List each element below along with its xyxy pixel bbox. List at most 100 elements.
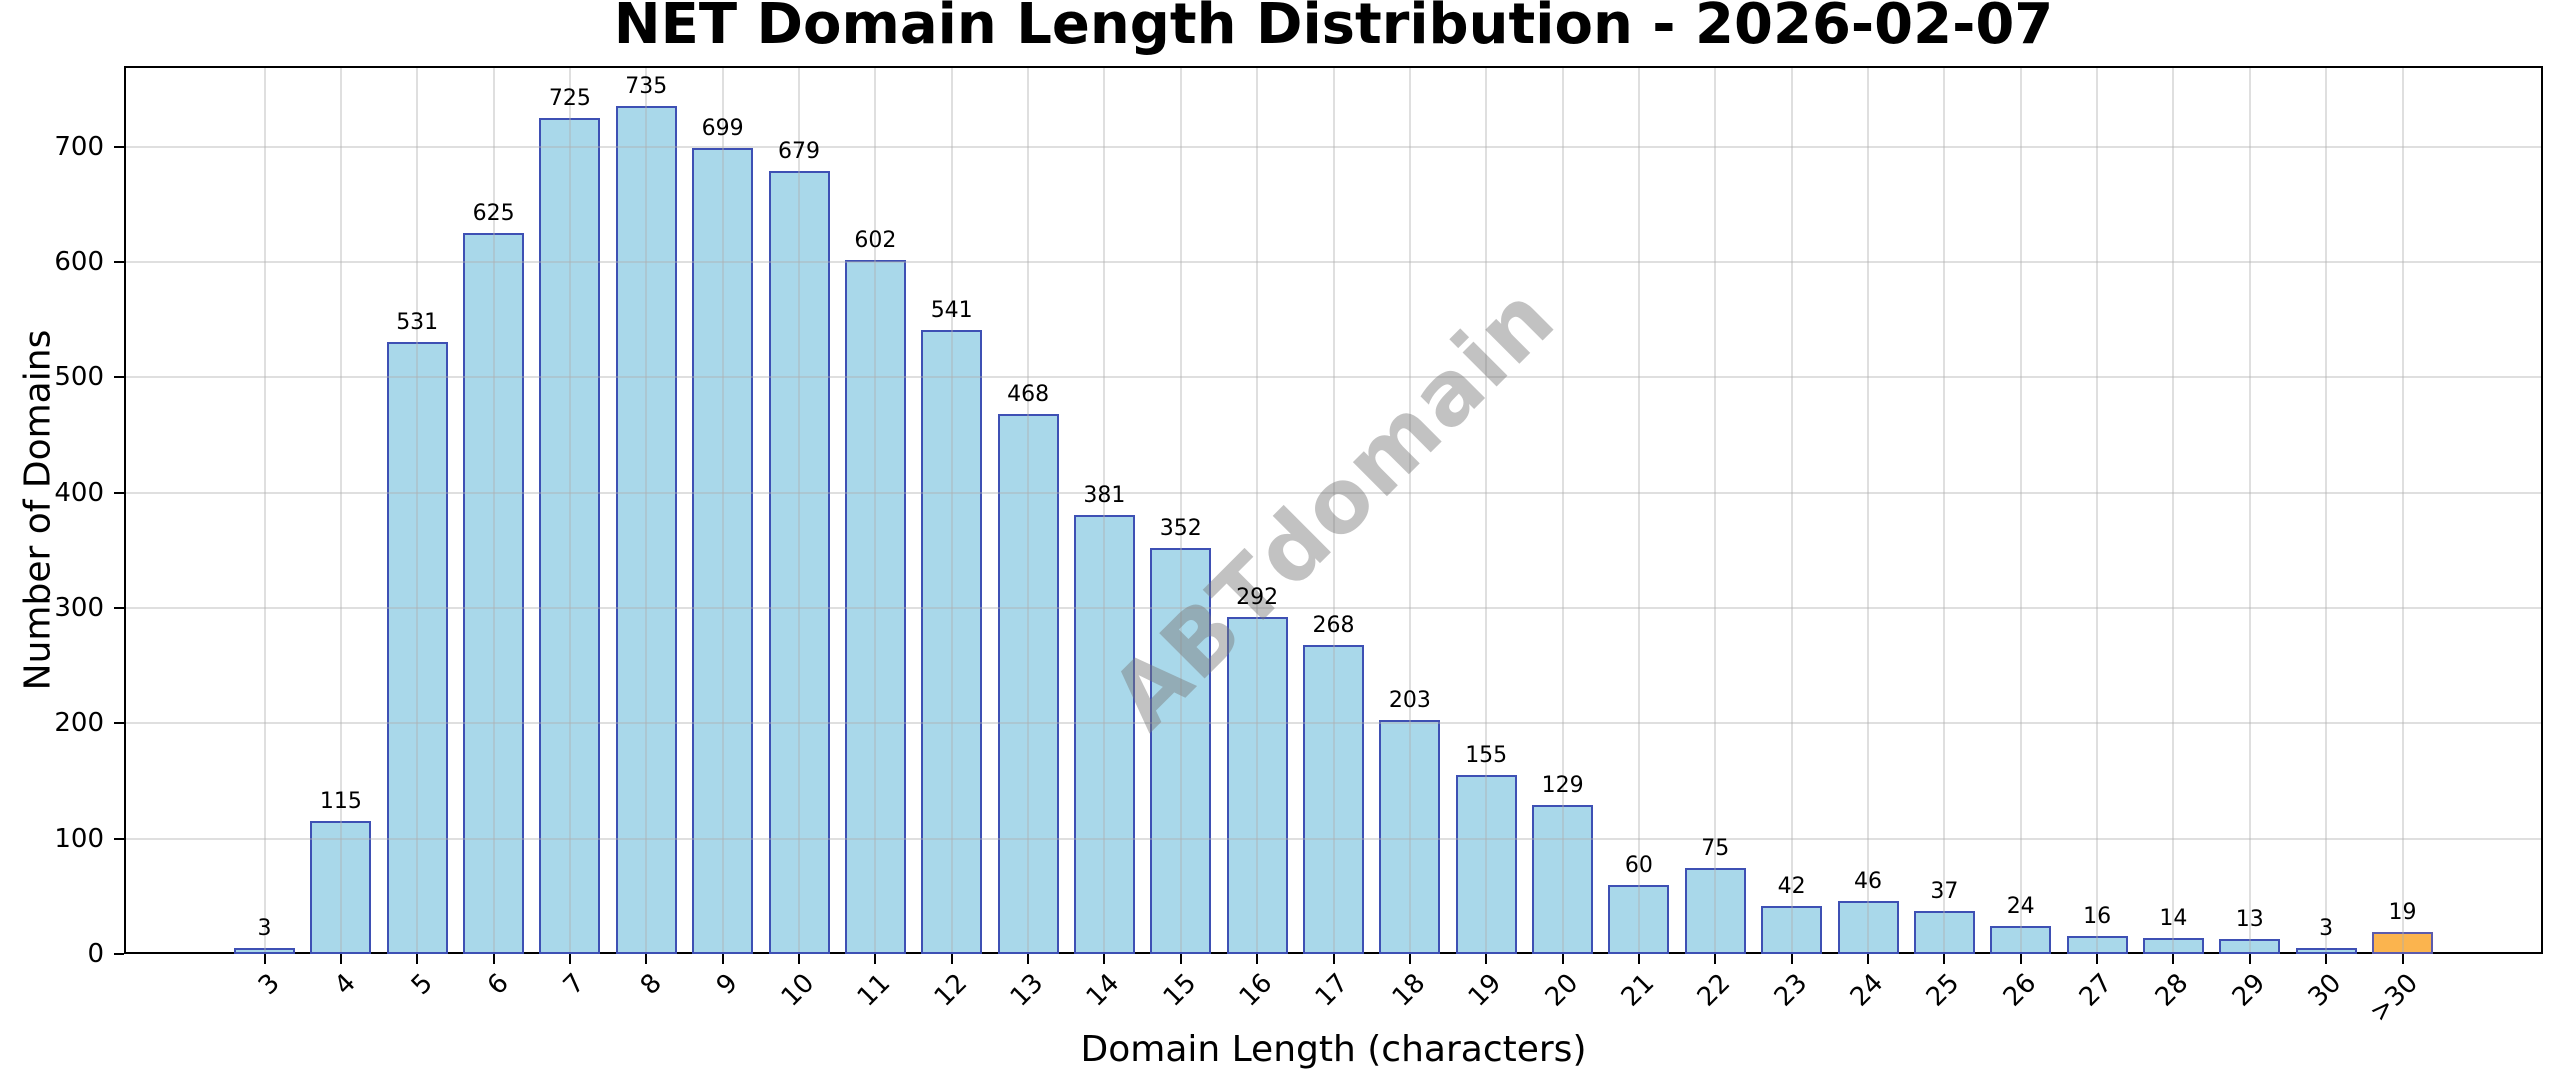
chart-title: NET Domain Length Distribution - 2026-02… xyxy=(613,0,2054,57)
x-tick-label-text: 9 xyxy=(710,968,744,1001)
bar xyxy=(310,821,372,954)
x-tick xyxy=(1714,954,1717,964)
bar-value-label: 203 xyxy=(1388,687,1431,713)
gridline-v xyxy=(1027,68,1030,952)
y-tick-label: 600 xyxy=(54,247,104,278)
gridline-h xyxy=(126,837,2541,840)
bar-value-label: 468 xyxy=(1007,382,1050,408)
x-tick xyxy=(568,954,571,964)
x-tick xyxy=(874,954,877,964)
x-tick xyxy=(1637,954,1640,964)
gridline-v xyxy=(416,68,419,952)
bar-value-label: 24 xyxy=(2006,894,2035,920)
bar xyxy=(1684,867,1746,954)
bar xyxy=(1608,884,1670,954)
x-tick-label-text: 24 xyxy=(1844,968,1890,1013)
x-tick xyxy=(950,954,953,964)
gridline-v xyxy=(2096,68,2099,952)
gridline-h xyxy=(126,607,2541,609)
bar xyxy=(1379,719,1441,954)
x-tick-label-text: 25 xyxy=(1920,968,1966,1013)
x-tick-label-text: 14 xyxy=(1080,968,1126,1013)
bar-value-label: 679 xyxy=(778,138,820,164)
y-tick-label: 100 xyxy=(54,823,104,854)
bar xyxy=(2066,935,2128,954)
x-tick-label-text: 27 xyxy=(2073,968,2119,1013)
x-tick xyxy=(721,954,724,964)
bar-value-label: 602 xyxy=(854,227,897,253)
x-tick xyxy=(263,954,266,964)
bar xyxy=(1990,926,2052,954)
bar-value-label: 735 xyxy=(625,74,668,100)
bar xyxy=(997,414,1059,954)
bar xyxy=(539,117,601,954)
gridline-v xyxy=(1637,68,1640,952)
gridline-h xyxy=(126,261,2541,264)
gridline-v xyxy=(798,68,800,952)
bar-value-label: 13 xyxy=(2235,907,2264,932)
gridline-v xyxy=(1103,68,1106,952)
x-tick-label-text: 20 xyxy=(1539,968,1584,1013)
x-tick-label-text: 30 xyxy=(2302,968,2348,1013)
x-tick xyxy=(1561,954,1564,964)
bar-value-label: 14 xyxy=(2159,905,2188,931)
gridline-v xyxy=(645,68,648,952)
x-tick xyxy=(1408,954,1411,964)
x-tick-label-text: 29 xyxy=(2226,968,2272,1013)
gridline-h xyxy=(126,376,2541,379)
bar-value-label: 155 xyxy=(1465,743,1508,769)
bar xyxy=(1913,911,1975,954)
x-tick-label-text: 4 xyxy=(329,968,363,1001)
gridline-v xyxy=(2248,68,2251,952)
x-tick xyxy=(416,954,419,964)
gridline-v xyxy=(1867,68,1869,952)
bar xyxy=(2142,937,2204,954)
gridline-v xyxy=(1790,68,1793,952)
x-tick xyxy=(2325,954,2328,964)
bar-value-label: 16 xyxy=(2083,903,2112,929)
x-tick-label-text: 5 xyxy=(405,968,439,1001)
x-tick-label-text: 28 xyxy=(2149,968,2195,1013)
x-tick-label-text: 8 xyxy=(634,968,668,1001)
bar xyxy=(234,948,296,954)
bar xyxy=(921,330,983,954)
y-tick xyxy=(114,607,124,609)
bar xyxy=(844,259,906,954)
y-tick xyxy=(114,491,124,494)
bar xyxy=(1761,905,1823,954)
x-tick-label-text: 11 xyxy=(851,968,897,1013)
gridline-v xyxy=(2172,68,2175,952)
bar-value-label: 19 xyxy=(2388,900,2417,926)
gridline-v xyxy=(1332,68,1335,952)
bar-value-label: 115 xyxy=(319,789,362,815)
bar xyxy=(692,147,754,954)
x-tick xyxy=(2172,954,2175,964)
x-tick-label-text: 16 xyxy=(1233,968,1279,1013)
bar-value-label: 541 xyxy=(930,298,973,324)
bar xyxy=(1303,644,1365,954)
y-tick xyxy=(114,953,124,955)
x-tick xyxy=(1103,954,1106,964)
x-tick xyxy=(645,954,648,964)
bar xyxy=(2219,939,2281,954)
x-tick-label-text: 22 xyxy=(1691,968,1737,1013)
bar xyxy=(768,170,830,954)
bar-value-label: 46 xyxy=(1854,869,1882,894)
gridline-v xyxy=(1179,68,1182,952)
bar xyxy=(2372,932,2434,954)
gridline-v xyxy=(1561,68,1564,952)
gridline-v xyxy=(263,68,266,952)
x-tick xyxy=(1027,954,1030,964)
x-tick xyxy=(1867,954,1869,964)
y-tick xyxy=(114,376,124,379)
gridline-v xyxy=(1408,68,1411,952)
x-tick xyxy=(2248,954,2251,964)
bar-value-label: 725 xyxy=(548,85,591,111)
bar-value-label: 381 xyxy=(1083,482,1126,508)
x-tick-label-text: 26 xyxy=(1997,968,2042,1013)
x-tick-label-text: 17 xyxy=(1310,968,1355,1013)
x-tick-label-text: >30 xyxy=(2363,968,2424,1029)
bar xyxy=(463,233,525,954)
gridline-v xyxy=(874,68,877,952)
